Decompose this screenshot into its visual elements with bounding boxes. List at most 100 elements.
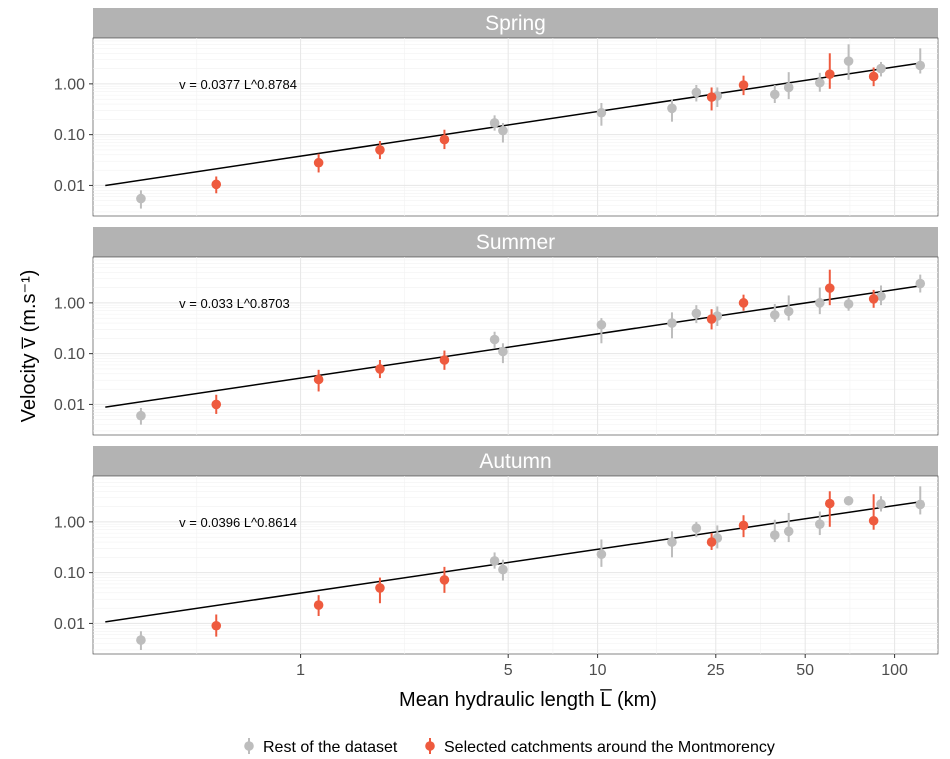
data-point-selected xyxy=(211,394,222,414)
point-marker xyxy=(876,291,886,302)
data-point-selected xyxy=(313,153,324,173)
data-point-rest xyxy=(815,511,825,536)
data-point-selected xyxy=(824,53,835,89)
panel-spring: Spring 0.01 0.10 1.00 v = 0.0377 L^0.8784 xyxy=(54,8,939,217)
data-point-rest xyxy=(596,539,607,567)
data-point-selected xyxy=(313,369,324,392)
data-point-selected xyxy=(706,309,717,330)
point-marker xyxy=(824,283,835,293)
point-marker xyxy=(706,537,717,547)
data-point-selected xyxy=(211,614,222,637)
point-marker xyxy=(375,145,385,155)
major-grid xyxy=(93,38,938,216)
point-marker xyxy=(691,523,702,534)
point-marker xyxy=(815,77,825,88)
fit-line xyxy=(105,284,924,408)
y-tick-label: 0.01 xyxy=(54,397,85,414)
panel-summer: Summer 0.01 0.10 1.00 v = 0.033 L^0.8703 xyxy=(54,227,939,436)
data-point-rest xyxy=(667,531,677,558)
fit-equation: v = 0.033 L^0.8703 xyxy=(179,296,290,311)
data-point-rest xyxy=(769,303,780,322)
data-point-rest xyxy=(783,295,794,321)
point-marker xyxy=(211,179,222,190)
point-marker xyxy=(868,294,879,304)
data-point-rest xyxy=(915,274,926,293)
data-point-selected xyxy=(868,67,879,87)
point-marker xyxy=(691,87,702,98)
panel-strip xyxy=(93,446,938,476)
point-marker xyxy=(915,60,926,71)
point-marker xyxy=(769,89,780,100)
data-point-selected xyxy=(211,176,222,194)
y-tick-label: 1.00 xyxy=(54,514,85,531)
point-marker xyxy=(783,306,794,317)
data-point-rest xyxy=(843,44,854,80)
point-marker xyxy=(876,63,886,74)
data-point-rest xyxy=(783,72,794,100)
point-marker xyxy=(876,499,886,509)
data-point-rest xyxy=(489,115,500,131)
point-marker xyxy=(769,530,780,540)
panel-strip xyxy=(93,227,938,257)
data-point-selected xyxy=(439,129,450,150)
data-point-rest xyxy=(489,552,500,569)
legend-item: Rest of the dataset xyxy=(244,738,398,756)
point-marker xyxy=(667,103,677,114)
point-marker xyxy=(824,69,835,79)
y-tick-label: 0.01 xyxy=(54,178,85,195)
point-marker xyxy=(824,498,835,509)
x-tick-label: 1 xyxy=(296,662,305,679)
point-marker xyxy=(667,537,677,547)
point-marker xyxy=(815,298,825,308)
y-axis-title: Velocity v̅ (m.s⁻¹) xyxy=(18,270,40,423)
point-marker xyxy=(915,499,926,510)
point-marker xyxy=(489,556,500,566)
panel-autumn: Autumn 0.01 0.10 1.00 v = 0.0396 L^0.8614 xyxy=(54,446,939,655)
data-point-rest xyxy=(498,122,508,143)
major-grid xyxy=(93,257,938,435)
y-tick-label: 0.10 xyxy=(54,565,85,582)
legend-key-marker xyxy=(244,741,254,751)
panel-background xyxy=(92,37,939,217)
data-point-rest xyxy=(136,190,146,209)
data-point-selected xyxy=(375,359,385,379)
y-tick-label: 0.01 xyxy=(54,616,85,633)
data-point-rest xyxy=(783,512,794,543)
point-marker xyxy=(843,299,854,309)
minor-grid xyxy=(93,38,938,216)
data-point-selected xyxy=(439,566,450,593)
minor-grid xyxy=(93,257,938,435)
data-point-selected xyxy=(706,533,717,550)
point-marker xyxy=(769,310,780,320)
data-point-rest xyxy=(815,287,825,315)
point-marker xyxy=(783,82,794,93)
point-marker xyxy=(375,583,385,593)
point-marker xyxy=(783,526,794,537)
point-marker xyxy=(439,575,450,585)
x-tick-label: 25 xyxy=(707,662,725,679)
y-tick-label: 1.00 xyxy=(54,76,85,93)
legend-label: Selected catchments around the Montmoren… xyxy=(444,739,775,756)
point-marker xyxy=(489,118,500,128)
data-point-rest xyxy=(596,318,607,344)
x-axis-title: Mean hydraulic length L̅ (km) xyxy=(399,688,657,711)
x-tick-label: 50 xyxy=(796,662,814,679)
major-grid xyxy=(93,476,938,654)
x-tick-label: 100 xyxy=(881,662,908,679)
data-point-selected xyxy=(868,289,879,308)
fit-equation: v = 0.0377 L^0.8784 xyxy=(179,77,297,92)
data-point-selected xyxy=(375,577,385,604)
data-point-selected xyxy=(868,494,879,530)
data-point-rest xyxy=(691,84,702,102)
data-point-selected xyxy=(824,491,835,527)
point-marker xyxy=(843,495,854,506)
point-marker xyxy=(738,80,749,90)
data-point-selected xyxy=(439,350,450,370)
minor-grid xyxy=(93,476,938,654)
y-tick-label: 0.10 xyxy=(54,127,85,144)
data-point-rest xyxy=(667,99,677,122)
point-marker xyxy=(136,410,146,421)
data-point-selected xyxy=(738,294,749,311)
point-marker xyxy=(667,318,677,328)
point-marker xyxy=(738,298,749,308)
